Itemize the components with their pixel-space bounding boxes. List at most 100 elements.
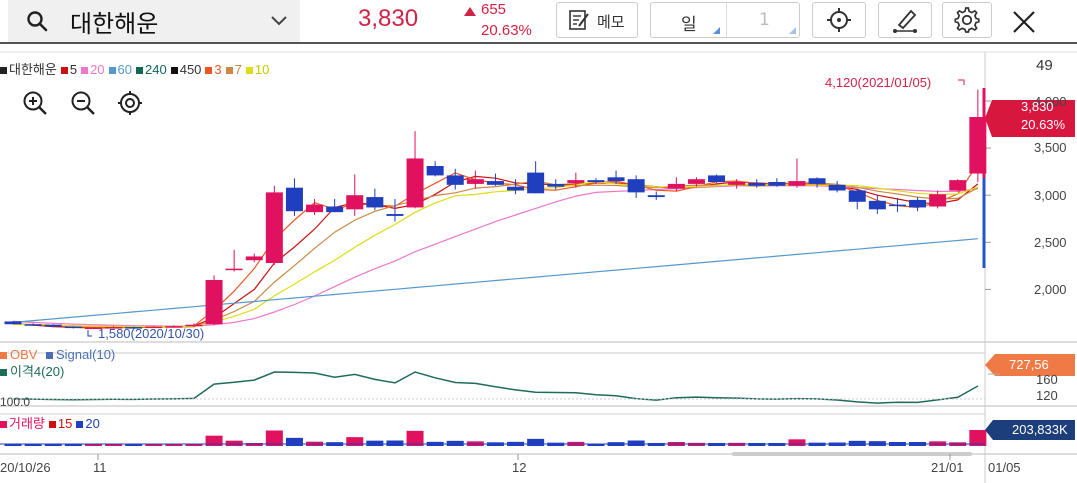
chevron-down-icon[interactable] [270, 15, 288, 27]
y-tick-label: 4,000 [1034, 94, 1067, 109]
legend-item: 대한해운 [0, 62, 57, 77]
volume-bar [84, 444, 102, 446]
x-tick-label: 21/01 [931, 460, 964, 475]
candle [667, 183, 685, 189]
period-value[interactable]: 1 [759, 10, 770, 30]
memo-icon [569, 10, 589, 30]
legend-item: 5 [57, 62, 77, 77]
candle [105, 327, 123, 329]
signal-legend: Signal(10) [46, 347, 115, 362]
chart-corner-value: 49 [1036, 57, 1053, 74]
zoom-out-icon[interactable] [70, 90, 96, 116]
zoom-reset-icon[interactable] [117, 90, 143, 116]
candle [145, 326, 163, 329]
chart-scrollbar[interactable] [732, 452, 972, 456]
volume-bar [145, 444, 163, 446]
volume-bar [969, 430, 987, 446]
candle [466, 179, 484, 184]
volume-flag [985, 420, 1075, 440]
candle [929, 194, 947, 207]
price-flag [985, 100, 1075, 137]
period-selector[interactable]: 일 1 [650, 2, 800, 38]
candle [848, 190, 866, 202]
search-icon [27, 11, 48, 32]
legend-item: 60 [105, 62, 132, 77]
legend-item: 20 [72, 416, 100, 431]
candle [587, 180, 605, 183]
stock-name: 대한해운 [70, 10, 159, 38]
volume-bar [446, 440, 464, 446]
candle [527, 172, 545, 194]
candle [225, 268, 243, 271]
high-price-label: 4,120(2021/01/05) [825, 75, 932, 90]
period-unit[interactable]: 일 [681, 15, 697, 35]
legend-item: 15 [45, 416, 72, 431]
candle [486, 181, 504, 185]
obv-flag-value: 727,56 [1009, 357, 1049, 372]
candle [326, 206, 344, 213]
candle [4, 321, 22, 325]
volume-bar [788, 439, 806, 446]
candle [828, 184, 846, 191]
memo-button[interactable]: 메모 [556, 2, 638, 38]
stock-search-box[interactable]: 대한해운 [8, 0, 300, 42]
candle [446, 175, 464, 185]
period-unit-corner-icon [713, 27, 720, 34]
candle [888, 204, 906, 207]
obv-legend: OBV [0, 347, 37, 362]
candle [788, 181, 806, 186]
gear-icon [954, 7, 980, 33]
volume-bar [366, 440, 384, 446]
candle [969, 117, 987, 174]
legend-item: 거래량 [0, 416, 45, 431]
y-tick-label: 2,000 [1034, 282, 1067, 297]
zoom-in-icon[interactable] [22, 90, 48, 116]
disparity-legend: 이격4(20) [0, 361, 64, 380]
crosshair-icon [827, 8, 851, 32]
price-flag-value: 3,830 [1021, 99, 1054, 114]
disparity-line [13, 371, 979, 404]
y-tick-label: 2,500 [1034, 235, 1067, 250]
candle [306, 204, 324, 213]
candle [547, 183, 565, 187]
volume-bar [44, 444, 62, 446]
volume-bar [225, 440, 243, 446]
up-arrow-icon [464, 7, 476, 16]
settings-button[interactable] [942, 2, 992, 38]
candle [768, 182, 786, 186]
close-button[interactable] [1004, 5, 1044, 39]
x-tick-label: 01/05 [988, 460, 1021, 475]
volume-bar [527, 438, 545, 446]
disparity-y-tick: 120 [1036, 388, 1058, 403]
obv-flag [985, 354, 1075, 376]
volume-bar [587, 443, 605, 446]
candle [64, 326, 82, 329]
y-tick-label: 3,000 [1034, 188, 1067, 203]
legend-item: 20 [77, 62, 105, 77]
price-flag-percent: 20.63% [1021, 117, 1066, 132]
volume-bar [64, 444, 82, 446]
low-price-label: 1,580(2020/10/30) [98, 326, 205, 341]
candle [165, 326, 183, 328]
stock-chart[interactable] [0, 44, 1077, 483]
volume-bar [205, 435, 223, 446]
volume-bar [4, 444, 22, 446]
volume-bar [848, 440, 866, 446]
candle [24, 324, 42, 326]
volume-bar [105, 444, 123, 446]
volume-legend: 거래량 15 20 [0, 413, 100, 432]
legend-item: 240 [132, 62, 167, 77]
ma-60-line [13, 238, 978, 323]
candle [346, 195, 364, 210]
legend-item: 450 [167, 62, 201, 77]
drawing-tool-button[interactable] [878, 2, 932, 38]
close-icon [1013, 11, 1035, 33]
low-marker [87, 330, 92, 337]
legend-item: 10 [242, 62, 269, 77]
volume-bar [346, 437, 364, 446]
crosshair-button[interactable] [812, 2, 866, 38]
volume-bar [265, 430, 283, 446]
candle [567, 180, 585, 183]
x-tick-label: 11 [93, 460, 107, 475]
volume-bar [165, 444, 183, 446]
